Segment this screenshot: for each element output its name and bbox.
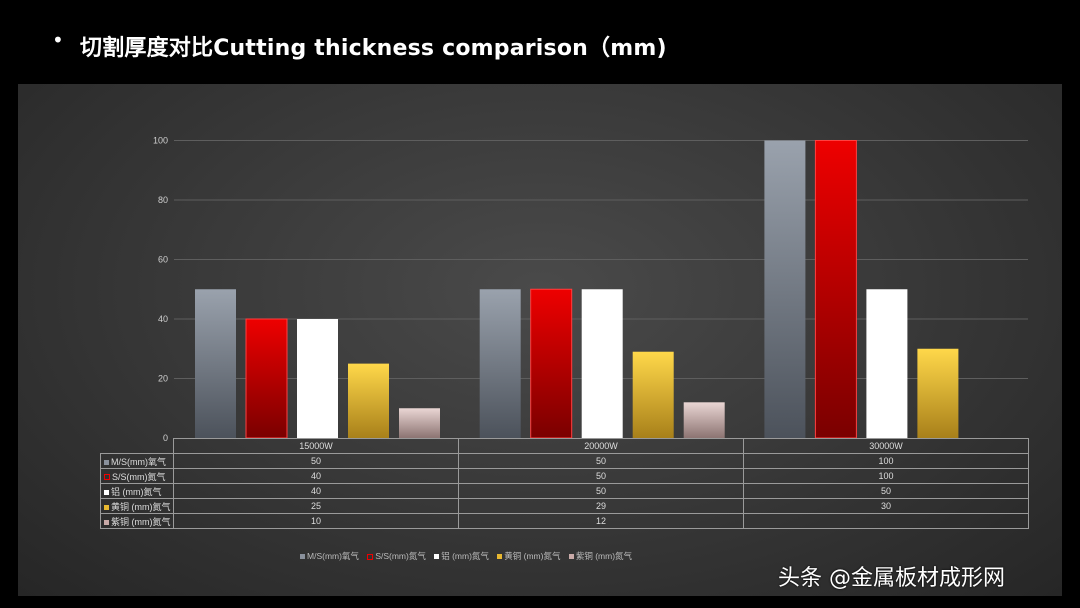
table-row-label: S/S(mm)氮气 bbox=[100, 468, 174, 484]
table-cell: 30 bbox=[743, 498, 1029, 514]
table-cell: 100 bbox=[743, 468, 1029, 484]
table-cell: 10 bbox=[173, 513, 459, 529]
title-bullet: • bbox=[52, 28, 64, 52]
bar bbox=[479, 289, 521, 438]
table-cell: 40 bbox=[173, 468, 459, 484]
legend-swatch-icon bbox=[104, 474, 110, 481]
legend-swatch-icon bbox=[104, 519, 109, 525]
table-cell: 40 bbox=[173, 483, 459, 499]
legend-swatch-icon bbox=[568, 554, 574, 560]
legend-item: 铝 (mm)氮气 bbox=[434, 550, 489, 562]
series-name: 黄铜 (mm)氮气 bbox=[111, 501, 171, 512]
y-tick-label: 60 bbox=[158, 255, 168, 265]
legend-swatch-icon bbox=[104, 504, 109, 510]
legend-swatch-icon bbox=[104, 489, 109, 495]
legend-swatch-icon bbox=[434, 554, 440, 560]
table-cell: 50 bbox=[173, 453, 459, 469]
bar-chart: 0 20 40 60 80 100 bbox=[153, 136, 1028, 444]
table-row-label: M/S(mm)氧气 bbox=[100, 453, 174, 469]
bar bbox=[917, 348, 959, 438]
watermark: 头条 @金属板材成形网 bbox=[778, 566, 1005, 591]
bar bbox=[632, 351, 674, 438]
bar bbox=[297, 319, 338, 438]
table-col-header: 20000W bbox=[458, 438, 744, 454]
series-name: S/S(mm)氮气 bbox=[112, 471, 166, 482]
series-name: M/S(mm)氧气 bbox=[111, 456, 166, 467]
table-row-label: 黄铜 (mm)氮气 bbox=[100, 498, 174, 514]
bar bbox=[245, 318, 288, 439]
legend-label: S/S(mm)氮气 bbox=[375, 551, 426, 561]
table-cell bbox=[743, 513, 1029, 529]
y-tick-label: 40 bbox=[158, 314, 168, 324]
legend-label: 紫铜 (mm)氮气 bbox=[575, 551, 633, 561]
legend-item: 紫铜 (mm)氮气 bbox=[568, 550, 633, 562]
y-tick-label: 80 bbox=[158, 195, 168, 205]
y-tick-label: 100 bbox=[153, 136, 168, 146]
y-tick-label: 0 bbox=[163, 433, 168, 443]
legend-swatch-icon bbox=[104, 459, 109, 465]
table-row-label: 铝 (mm)氮气 bbox=[100, 483, 174, 499]
bars bbox=[195, 140, 959, 439]
legend-label: M/S(mm)氧气 bbox=[307, 551, 359, 561]
table-col-header: 15000W bbox=[173, 438, 459, 454]
legend-swatch-icon bbox=[367, 553, 374, 560]
page-title: 切割厚度对比Cutting thickness comparison（mm) bbox=[80, 36, 667, 61]
y-axis-ticks: 0 20 40 60 80 100 bbox=[153, 136, 168, 444]
bar bbox=[348, 363, 389, 438]
table-row: 铝 (mm)氮气 40 50 50 bbox=[100, 483, 1029, 499]
series-name: 紫铜 (mm)氮气 bbox=[111, 516, 171, 527]
bar bbox=[814, 140, 857, 439]
legend-item: M/S(mm)氧气 bbox=[300, 550, 359, 562]
chart-legend: M/S(mm)氧气 S/S(mm)氮气 铝 (mm)氮气 黄铜 (mm)氮气 紫… bbox=[300, 550, 638, 562]
table-row: S/S(mm)氮气 40 50 100 bbox=[100, 468, 1029, 484]
table-cell: 50 bbox=[743, 483, 1029, 499]
table-cell: 100 bbox=[743, 453, 1029, 469]
y-tick-label: 20 bbox=[158, 374, 168, 384]
legend-label: 铝 (mm)氮气 bbox=[441, 551, 489, 561]
legend-label: 黄铜 (mm)氮气 bbox=[504, 551, 561, 561]
bar bbox=[866, 289, 908, 438]
table-row: M/S(mm)氧气 50 50 100 bbox=[100, 453, 1029, 469]
bar bbox=[683, 402, 725, 438]
table-row: 紫铜 (mm)氮气 10 12 bbox=[100, 513, 1029, 529]
bar bbox=[581, 289, 623, 438]
table-cell: 50 bbox=[458, 468, 744, 484]
legend-item: S/S(mm)氮气 bbox=[367, 550, 426, 562]
table-row: 黄铜 (mm)氮气 25 29 30 bbox=[100, 498, 1029, 514]
table-cell: 50 bbox=[458, 483, 744, 499]
legend-swatch-icon bbox=[497, 554, 503, 560]
bar bbox=[530, 288, 573, 439]
bar bbox=[195, 289, 236, 438]
table-cell: 12 bbox=[458, 513, 744, 529]
bar bbox=[399, 408, 440, 438]
legend-swatch-icon bbox=[300, 554, 305, 560]
table-col-header: 30000W bbox=[743, 438, 1029, 454]
table-cell: 25 bbox=[173, 498, 459, 514]
header: • 切割厚度对比Cutting thickness comparison（mm) bbox=[0, 0, 1080, 84]
table-cell: 50 bbox=[458, 453, 744, 469]
data-table: 15000W 20000W 30000W M/S(mm)氧气 50 50 100… bbox=[100, 438, 1029, 529]
table-cell: 29 bbox=[458, 498, 744, 514]
legend-item: 黄铜 (mm)氮气 bbox=[497, 550, 560, 562]
series-name: 铝 (mm)氮气 bbox=[111, 486, 162, 497]
table-row-label: 紫铜 (mm)氮气 bbox=[100, 513, 174, 529]
bar bbox=[764, 140, 806, 438]
table-header-row: 15000W 20000W 30000W bbox=[100, 438, 1029, 454]
table-corner bbox=[100, 438, 174, 454]
chart-panel: 0 20 40 60 80 100 15000W 20000W 30000W M/S(mm… bbox=[18, 84, 1062, 596]
